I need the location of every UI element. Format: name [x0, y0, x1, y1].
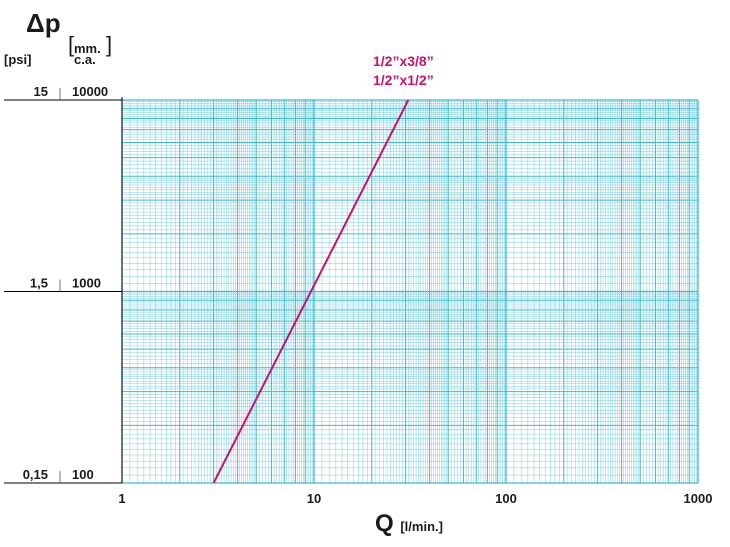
series-lines [212, 99, 410, 484]
y-tick-label-psi: 0,15 [23, 467, 48, 482]
x-tick-label: 100 [495, 491, 517, 506]
series-line-1 [212, 99, 410, 484]
x-tick-labels: 1 10 100 1000 [118, 491, 712, 506]
y-tick-label-psi: 1,5 [30, 276, 48, 291]
y-tick-label-mm: 1000 [72, 276, 101, 291]
unit-psi-label: [psi] [4, 52, 32, 67]
unit-mm-label: [ mm. c.a. ] [68, 34, 112, 67]
unit-mm-line2: c.a. [74, 52, 96, 67]
x-axis-unit: [l/min.] [400, 519, 443, 534]
series-label-2: 1/2”x1/2” [373, 72, 434, 88]
y-tick-label-mm: 10000 [72, 84, 108, 99]
unit-mm-line1: mm. [74, 41, 101, 56]
y-tick-label-mm: 100 [72, 467, 94, 482]
major-grid [121, 99, 699, 484]
bracket-right: ] [106, 32, 113, 57]
y-axis-title: Δp [26, 8, 61, 38]
y-tick-label-psi: 15 [34, 84, 48, 99]
y-tick-labels: 10000 15 1000 1,5 100 0,15 [23, 84, 108, 482]
x-tick-label: 1000 [684, 491, 713, 506]
series-label-1: 1/2”x3/8” [373, 53, 434, 69]
x-axis-title: Q [l/min.] [375, 510, 443, 538]
x-tick-label: 1 [118, 491, 125, 506]
bracket-left: [ [68, 32, 75, 57]
x-tick-label: 10 [307, 491, 321, 506]
left-axis [4, 88, 123, 484]
x-axis-title-letter: Q [375, 510, 394, 537]
